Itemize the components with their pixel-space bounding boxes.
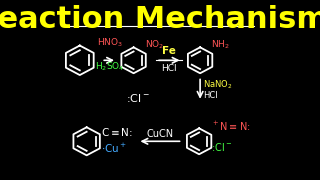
Text: Fe: Fe — [163, 46, 176, 56]
Text: C$\equiv$N:: C$\equiv$N: — [101, 126, 133, 138]
Text: Reaction Mechanisms: Reaction Mechanisms — [0, 5, 320, 34]
Text: HNO$_3$: HNO$_3$ — [97, 37, 123, 49]
Text: :Cl$^-$: :Cl$^-$ — [125, 92, 149, 104]
Text: NH$_2$: NH$_2$ — [212, 38, 230, 51]
Text: NaNO$_2$: NaNO$_2$ — [203, 78, 233, 91]
Text: HCl: HCl — [203, 91, 218, 100]
Text: NO$_2$: NO$_2$ — [145, 38, 164, 51]
Text: H$_2$SO$_4$: H$_2$SO$_4$ — [95, 60, 125, 73]
Text: :Cl$^-$: :Cl$^-$ — [211, 141, 232, 153]
Text: $\cdot$Cu$^+$: $\cdot$Cu$^+$ — [101, 142, 127, 155]
Text: CuCN: CuCN — [147, 129, 173, 139]
Text: HCl: HCl — [162, 64, 177, 73]
Text: $^+$N$\equiv$N:: $^+$N$\equiv$N: — [211, 120, 250, 133]
